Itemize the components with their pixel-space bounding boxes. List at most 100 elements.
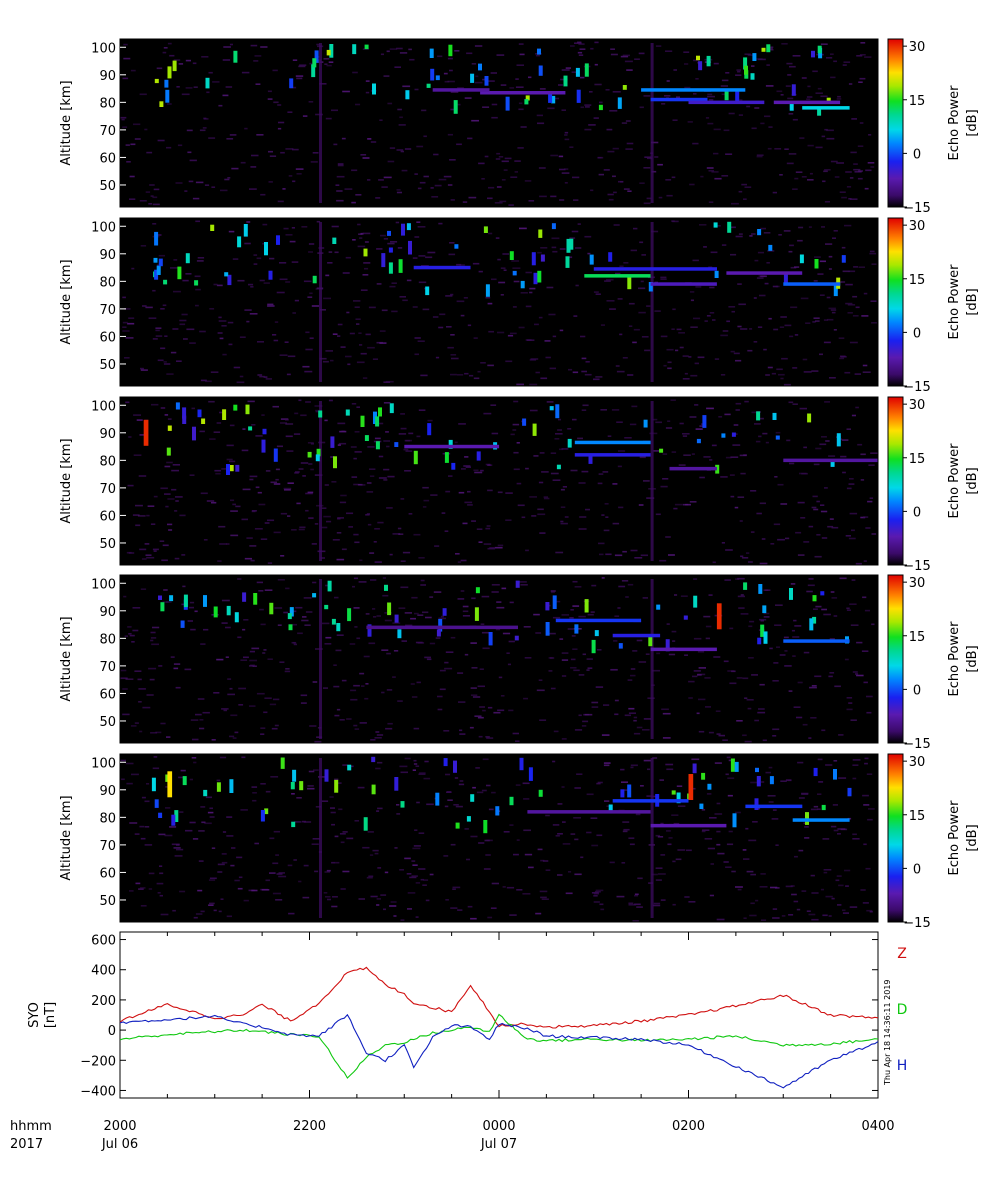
- colorbar-label: Echo Power: [947, 264, 962, 340]
- y-tick-label: 70: [99, 482, 116, 497]
- colorbar-1: −15 0 15 30 Echo Power [dB]: [887, 38, 980, 216]
- colorbar-tick-label: 0: [913, 683, 921, 698]
- echo-layer-6: [802, 106, 850, 110]
- year-row-label: 2017: [10, 1137, 43, 1152]
- y-tick-label: 90: [99, 427, 116, 442]
- echo-layer-2: [574, 453, 651, 457]
- y-tick-label: 60: [99, 509, 116, 524]
- y-tick-label: 0: [108, 1024, 116, 1039]
- echo-layer-1: [584, 274, 651, 278]
- echo-layer-5: [773, 100, 841, 105]
- echo-layer-6: [726, 271, 803, 275]
- y-tick-label: 50: [99, 715, 116, 730]
- colorbar-tick-label: 15: [909, 452, 926, 467]
- colorbar-gradient: [887, 217, 904, 387]
- time-row-label: hhmm: [10, 1119, 52, 1134]
- colorbar-tick-label: 0: [913, 505, 921, 520]
- y-axis-label: SYO: [27, 1002, 42, 1028]
- echo-layer-3: [783, 639, 850, 643]
- echo-layer-5: [783, 458, 879, 463]
- y-tick-label: −200: [80, 1054, 116, 1069]
- plot-area: [120, 397, 878, 565]
- echo-layer-5: [650, 823, 727, 828]
- colorbar-unit: [dB]: [965, 467, 980, 494]
- colorbar-label: Echo Power: [947, 85, 962, 161]
- colorbar-unit: [dB]: [965, 109, 980, 136]
- y-tick-label: 80: [99, 632, 116, 647]
- y-tick-label: 70: [99, 303, 116, 318]
- y-tick-label: 80: [99, 275, 116, 290]
- y-tick-label: 200: [91, 994, 116, 1009]
- echo-layer-1: [574, 440, 651, 445]
- y-tick-label: 90: [99, 605, 116, 620]
- echo-layer-6: [688, 774, 694, 800]
- series-label-H: H: [897, 1058, 908, 1074]
- echo-layer-7: [167, 771, 173, 798]
- colorbar-unit: [dB]: [965, 645, 980, 672]
- y-axis-label: Altitude [km]: [59, 259, 74, 344]
- echo-layer-2: [745, 804, 803, 809]
- echo-layer-3: [650, 97, 708, 102]
- echo-layer-1: [641, 88, 746, 92]
- y-tick-label: −400: [80, 1084, 116, 1099]
- y-tick-label: 70: [99, 660, 116, 675]
- colorbar-4: −15 0 15 30 Echo Power [dB]: [887, 574, 980, 752]
- echo-layer-1: [612, 799, 689, 803]
- echo-panel-2: 50 60 70 80 90 100 Altitude [km] −15 0 15 30 Echo P…: [59, 217, 980, 395]
- colorbar-tick-label: −15: [903, 380, 930, 395]
- colorbar-unit: [dB]: [965, 288, 980, 315]
- echo-layer-6: [716, 603, 722, 630]
- y-axis-label: Altitude [km]: [59, 438, 74, 523]
- y-tick-label: 90: [99, 248, 116, 263]
- series-label-Z: Z: [897, 946, 907, 962]
- y-tick-label: 80: [99, 96, 116, 111]
- echo-panel-5: 50 60 70 80 90 100 Altitude [km] −15 0 15 30 Echo P…: [59, 753, 980, 931]
- echo-layer-5: [650, 647, 717, 652]
- echo-layer-1: [555, 618, 642, 623]
- y-tick-label: 50: [99, 358, 116, 373]
- plot-frame: [119, 38, 879, 208]
- y-axis-unit: [nT]: [43, 1002, 58, 1028]
- colorbar-tick-label: 30: [909, 755, 926, 770]
- y-tick-label: 80: [99, 811, 116, 826]
- colorbar-tick-label: −15: [903, 916, 930, 931]
- colorbar-tick-label: −15: [903, 559, 930, 574]
- x-tick-label: 0000: [482, 1119, 515, 1134]
- y-axis-label: Altitude [km]: [59, 616, 74, 701]
- x-tick-label: 2000: [103, 1119, 136, 1134]
- y-tick-label: 90: [99, 69, 116, 84]
- magnetometer-panel: −400 −200 0 200 400 600 SYO [nT] Z D H: [27, 931, 908, 1099]
- y-tick-label: 70: [99, 839, 116, 854]
- plot-area: [120, 39, 878, 207]
- plot-frame: [119, 574, 879, 744]
- colorbar-tick-label: 15: [909, 809, 926, 824]
- y-tick-label: 60: [99, 151, 116, 166]
- y-tick-label: 50: [99, 537, 116, 552]
- colorbar-tick-label: 30: [909, 576, 926, 591]
- y-tick-label: 100: [91, 577, 116, 592]
- y-tick-label: 50: [99, 894, 116, 909]
- echo-layer-7: [432, 88, 490, 92]
- echo-layer-6: [143, 419, 149, 446]
- echo-layer-3: [792, 818, 850, 822]
- plot-area: [120, 754, 878, 922]
- echo-panel-3: 50 60 70 80 90 100 Altitude [km] −15 0 15 30 Echo P…: [59, 396, 980, 574]
- y-tick-label: 60: [99, 330, 116, 345]
- y-tick-label: 70: [99, 124, 116, 139]
- x-tick-label: 2200: [293, 1119, 326, 1134]
- background-noise: [125, 399, 878, 565]
- background-noise: [120, 41, 875, 206]
- colorbar-label: Echo Power: [947, 800, 962, 876]
- echo-panel-4: 50 60 70 80 90 100 Altitude [km] −15 0 15 30 Echo P…: [59, 574, 980, 752]
- echo-panel-1: 50 60 70 80 90 100 Altitude [km] −15 0 15 30 Echo P…: [59, 38, 980, 216]
- colorbar-unit: [dB]: [965, 824, 980, 851]
- y-tick-label: 100: [91, 399, 116, 414]
- echo-layer-4: [527, 810, 651, 814]
- colorbar-tick-label: 30: [909, 219, 926, 234]
- y-tick-label: 400: [91, 964, 116, 979]
- echo-layer-4: [688, 100, 765, 105]
- plot-frame: [119, 396, 879, 566]
- y-axis-label: Altitude [km]: [59, 80, 74, 165]
